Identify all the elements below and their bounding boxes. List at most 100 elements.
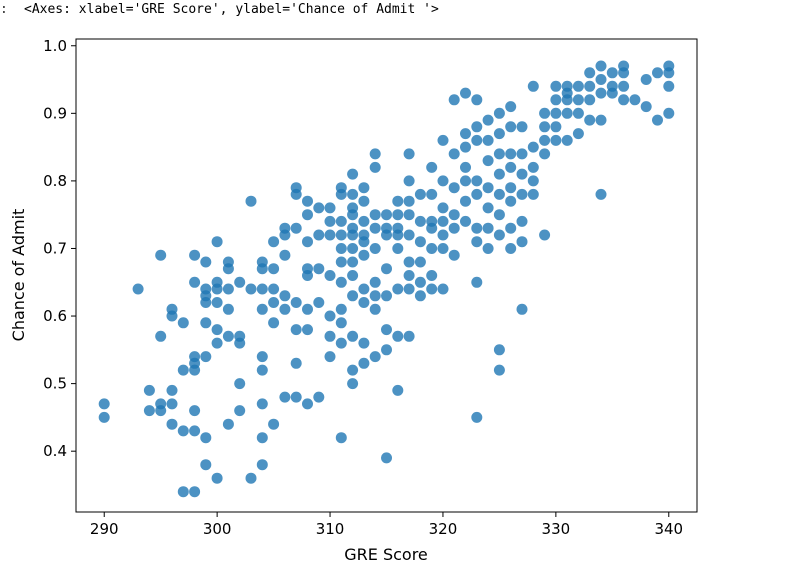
scatter-point: [381, 344, 392, 356]
scatter-point: [403, 256, 415, 268]
scatter-point: [392, 195, 404, 207]
scatter-point: [561, 107, 573, 119]
scatter-point: [290, 222, 302, 234]
scatter-point: [358, 195, 370, 207]
scatter-point: [652, 67, 663, 79]
scatter-point: [369, 161, 381, 173]
scatter-point: [482, 202, 494, 214]
x-tick-label: 290: [90, 520, 119, 538]
scatter-point: [381, 229, 392, 241]
scatter-point: [414, 256, 426, 268]
scatter-point: [98, 398, 110, 410]
scatter-point: [369, 222, 381, 234]
scatter-point: [256, 283, 268, 295]
scatter-point: [460, 175, 471, 187]
scatter-point: [256, 263, 268, 275]
scatter-point: [256, 303, 268, 315]
scatter-point: [222, 418, 234, 430]
scatter-point: [200, 297, 212, 308]
scatter-point: [189, 249, 201, 261]
scatter-point: [629, 94, 641, 106]
scatter-point: [324, 270, 336, 281]
scatter-point: [471, 134, 483, 146]
output-prompt-marker: :: [0, 2, 8, 17]
scatter-point: [414, 188, 426, 200]
scatter-point: [222, 303, 234, 315]
scatter-point: [539, 148, 551, 160]
scatter-point: [595, 87, 607, 99]
scatter-point: [335, 432, 347, 444]
scatter-point: [505, 121, 517, 133]
scatter-point: [414, 236, 426, 248]
scatter-point: [505, 148, 517, 160]
x-tick-label: 340: [654, 520, 683, 538]
scatter-point: [663, 80, 675, 92]
scatter-point: [268, 236, 280, 248]
scatter-point: [347, 168, 359, 180]
scatter-point: [256, 432, 268, 444]
scatter-point: [437, 283, 449, 295]
scatter-point: [335, 215, 347, 227]
scatter-point: [245, 195, 257, 207]
scatter-point: [550, 94, 562, 106]
scatter-point: [471, 276, 483, 288]
scatter-point: [290, 188, 302, 200]
scatter-point: [279, 249, 291, 261]
scatter-point: [527, 141, 539, 153]
scatter-point: [268, 263, 280, 275]
scatter-point: [460, 161, 471, 173]
scatter-point: [155, 330, 167, 342]
scatter-point: [245, 283, 257, 295]
scatter-point: [335, 229, 347, 241]
scatter-point: [279, 290, 291, 302]
scatter-point: [256, 398, 268, 410]
scatter-point: [211, 337, 223, 349]
scatter-point: [550, 107, 562, 119]
scatter-point: [640, 74, 652, 85]
scatter-point: [652, 114, 663, 126]
scatter-point: [324, 330, 336, 342]
scatter-point: [426, 222, 438, 234]
scatter-point: [448, 249, 460, 261]
scatter-point: [471, 94, 483, 106]
scatter-point: [268, 297, 280, 308]
scatter-point: [381, 263, 392, 275]
scatter-point: [279, 303, 291, 315]
scatter-point: [527, 188, 539, 200]
output-repr-text: <Axes: xlabel='GRE Score', ylabel='Chanc…: [24, 2, 439, 17]
scatter-point: [200, 317, 212, 329]
scatter-point: [211, 472, 223, 484]
scatter-point: [493, 364, 505, 376]
scatter-point: [448, 209, 460, 221]
scatter-point: [460, 195, 471, 207]
scatter-point: [539, 134, 551, 146]
scatter-point: [403, 195, 415, 207]
scatter-point: [98, 411, 110, 423]
scatter-point: [358, 215, 370, 227]
scatter-point: [268, 317, 280, 329]
scatter-point: [313, 391, 325, 403]
scatter-point: [166, 398, 178, 410]
scatter-point: [550, 134, 562, 146]
scatter-point: [268, 283, 280, 295]
scatter-point: [460, 87, 471, 99]
scatter-point: [132, 283, 144, 295]
scatter-point: [505, 222, 517, 234]
scatter-point: [606, 87, 618, 99]
scatter-point: [155, 405, 167, 417]
scatter-point: [482, 155, 494, 167]
scatter-point: [324, 351, 336, 363]
scatter-point: [437, 243, 449, 254]
scatter-point: [189, 425, 201, 437]
scatter-point: [403, 270, 415, 281]
scatter-point: [211, 283, 223, 295]
scatter-point: [471, 175, 483, 187]
scatter-point: [143, 405, 155, 417]
scatter-point: [347, 188, 359, 200]
scatter-point: [403, 148, 415, 160]
scatter-point: [493, 168, 505, 180]
scatter-point: [347, 364, 359, 376]
scatter-point: [381, 452, 392, 464]
scatter-point: [663, 67, 675, 79]
